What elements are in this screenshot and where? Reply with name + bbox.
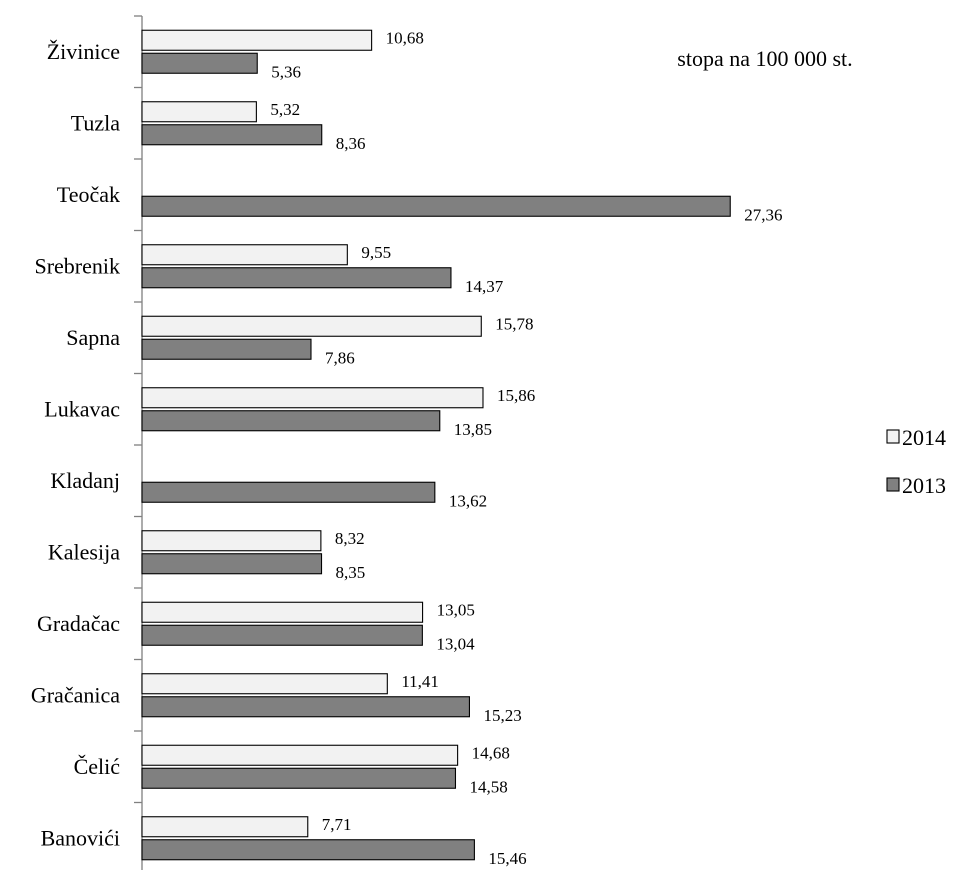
category-label: Sapna — [66, 325, 120, 350]
data-label-2014: 13,05 — [437, 600, 475, 619]
legend-swatch-2014 — [886, 429, 900, 444]
bar-2014 — [141, 744, 459, 766]
bar-2014 — [141, 673, 388, 695]
data-label-2014: 15,78 — [495, 314, 533, 333]
bar-2014 — [141, 244, 348, 266]
bar-2013 — [141, 481, 436, 503]
bar-2013 — [141, 195, 731, 217]
data-label-2014: 8,32 — [335, 529, 365, 548]
bar-2013 — [141, 52, 258, 74]
bar-2013 — [141, 839, 475, 861]
category-label: Tuzla — [71, 110, 121, 135]
bar-2013 — [141, 696, 470, 718]
category-label: Živinice — [47, 39, 120, 64]
legend-label-2013: 2013 — [902, 473, 946, 498]
bar-2014 — [141, 29, 373, 51]
data-label-2013: 14,58 — [469, 777, 507, 796]
labels-layer: Živinice 10,68 5,36 Tuzla 5,32 8,36 Teočak 27,3… — [31, 28, 783, 868]
data-label-2013: 5,36 — [271, 62, 301, 81]
data-label-2013: 13,04 — [436, 634, 475, 653]
category-label: Srebrenik — [34, 253, 120, 278]
axis-layer — [134, 15, 143, 870]
data-label-2013: 13,62 — [449, 491, 487, 510]
category-label: Kalesija — [48, 539, 120, 564]
legend-swatch-2013 — [886, 477, 900, 492]
data-label-2013: 13,85 — [454, 420, 492, 439]
unit-note: stopa na 100 000 st. — [677, 46, 852, 71]
data-label-2014: 10,68 — [386, 28, 424, 47]
data-label-2013: 8,35 — [336, 563, 366, 582]
bar-2013 — [141, 124, 323, 146]
data-label-2014: 9,55 — [361, 243, 391, 262]
bar-2014 — [141, 315, 482, 337]
category-label: Kladanj — [50, 468, 120, 493]
bars-layer — [141, 29, 731, 861]
category-label: Gradačac — [37, 611, 120, 636]
bar-2013 — [141, 410, 441, 432]
data-label-2014: 14,68 — [472, 743, 510, 762]
category-label: Gračanica — [31, 682, 120, 707]
data-label-2014: 7,71 — [322, 815, 352, 834]
category-label: Banovići — [41, 825, 120, 850]
bar-2014 — [141, 816, 309, 838]
bar-2013 — [141, 267, 452, 289]
data-label-2013: 27,36 — [744, 205, 782, 224]
legend-label-2014: 2014 — [902, 425, 946, 450]
bar-2013 — [141, 767, 457, 789]
data-label-2013: 14,37 — [465, 277, 504, 296]
data-label-2014: 11,41 — [401, 672, 439, 691]
data-label-2014: 5,32 — [270, 100, 300, 119]
data-label-2013: 15,46 — [488, 849, 526, 868]
bar-2013 — [141, 338, 312, 360]
data-label-2013: 8,36 — [336, 134, 366, 153]
bar-2014 — [141, 387, 484, 409]
category-label: Lukavac — [44, 396, 120, 421]
bar-2014 — [141, 101, 257, 123]
data-label-2014: 15,86 — [497, 386, 535, 405]
category-label: Čelić — [74, 754, 121, 779]
bar-2014 — [141, 601, 424, 623]
bar-2013 — [141, 553, 323, 575]
legend: 2014 2013 — [886, 425, 946, 498]
bar-2014 — [141, 530, 322, 552]
bar-2013 — [141, 624, 423, 646]
category-label: Teočak — [57, 182, 120, 207]
data-label-2013: 7,86 — [325, 348, 355, 367]
data-label-2013: 15,23 — [483, 706, 521, 725]
